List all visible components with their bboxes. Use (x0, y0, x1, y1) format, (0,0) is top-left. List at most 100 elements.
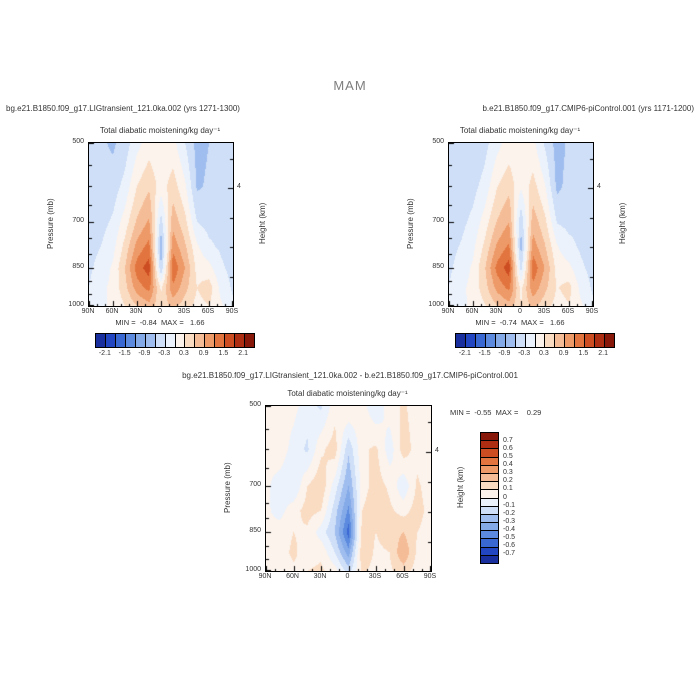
colorbar-tick: -1.5 (118, 350, 131, 357)
colorbar-segment (585, 334, 596, 347)
colorbar-tick: 0.6 (503, 444, 513, 452)
colorbar (95, 333, 255, 348)
colorbar-segment (485, 334, 496, 347)
colorbar-tick: 0.3 (503, 469, 513, 477)
pressure-tick: 850 (432, 262, 444, 270)
colorbar-segment (125, 334, 136, 347)
colorbar-segment (205, 334, 216, 347)
colorbar-segment (481, 457, 498, 466)
panel-title-picontrol: b.e21.B1850.f09_g17.CMIP6-piControl.001 … (482, 104, 694, 113)
colorbar-segment (515, 334, 526, 347)
colorbar-segment (545, 334, 556, 347)
colorbar-segment (535, 334, 546, 347)
colorbar-tick: -1.5 (478, 350, 491, 357)
colorbar-tick: 0.3 (179, 350, 189, 357)
latitude-tick: 60S (201, 308, 215, 315)
colorbar-segment (481, 490, 498, 499)
colorbar (480, 432, 499, 564)
latitude-tick: 0 (158, 308, 162, 315)
colorbar-segment (481, 547, 498, 556)
plot-subtitle: Total diabatic moistening/kg day⁻¹ (99, 126, 221, 135)
colorbar-tick: 0.2 (503, 477, 513, 485)
colorbar-segment (595, 334, 606, 347)
latitude-tick: 90S (585, 308, 599, 315)
min-max-stats: MIN = -0.74 MAX = 1.66 (475, 318, 565, 327)
pressure-tick: 850 (72, 262, 84, 270)
latitude-tick: 60S (396, 573, 409, 580)
colorbar-segment (481, 514, 498, 524)
colorbar-labels: -2.1 -1.5 -0.9 -0.3 0.3 0.9 1.5 2.1 (95, 350, 253, 360)
latitude-tick: 30S (177, 308, 191, 315)
colorbar-segment (495, 334, 506, 347)
colorbar-tick: 1.5 (578, 350, 589, 357)
colorbar-segment (135, 334, 146, 347)
pressure-tick: 500 (249, 401, 261, 408)
colorbar-segment (475, 334, 486, 347)
latitude-tick: 30N (129, 308, 143, 315)
colorbar-segment (481, 433, 498, 442)
colorbar-tick: -0.7 (503, 550, 516, 558)
colorbar-tick: 0.5 (503, 452, 513, 460)
colorbar-segment (481, 498, 498, 507)
panel-title-lig: bg.e21.B1850.f09_g17.LIGtransient_121.0k… (6, 104, 240, 113)
colorbar (455, 333, 615, 348)
height-tick-label: 4 (237, 183, 241, 191)
colorbar-tick: -0.3 (503, 517, 516, 525)
colorbar-segment (481, 523, 498, 532)
colorbar-tick: -0.9 (138, 350, 151, 357)
colorbar-segment (525, 334, 536, 347)
latitude-tick: 0 (518, 308, 522, 315)
latitude-tick-labels: 90N 60N 30N 0 30S 60S 90S (259, 573, 437, 583)
pressure-tick-labels: 500 700 850 1000 (48, 138, 84, 308)
colorbar-tick: 0.9 (198, 350, 209, 357)
colorbar-segment (465, 334, 476, 347)
latitude-tick: 90N (258, 573, 272, 580)
pressure-tick: 700 (72, 217, 84, 225)
colorbar-segment (481, 473, 498, 483)
latitude-tick: 60N (465, 308, 479, 315)
pressure-tick: 700 (432, 217, 444, 225)
colorbar-tick: 2.1 (238, 350, 248, 357)
colorbar-segment (555, 334, 566, 347)
pressure-tick: 850 (249, 527, 261, 535)
contour-plot (448, 142, 594, 307)
colorbar-segment (115, 334, 126, 347)
colorbar-tick: -0.1 (503, 501, 516, 509)
colorbar-tick: -2.1 (458, 350, 471, 357)
colorbar-segment (105, 334, 116, 347)
colorbar-segment (245, 334, 254, 347)
latitude-tick: 30S (537, 308, 551, 315)
heatmap-canvas (266, 406, 431, 571)
colorbar-labels: 0.7 0.6 0.5 0.4 0.3 0.2 0.1 0 -0.1 -0.2 -0.3 -0.4 -0… (503, 432, 529, 562)
colorbar-segment (155, 334, 166, 347)
latitude-tick: 90N (441, 308, 455, 315)
colorbar-tick: -0.3 (518, 350, 531, 357)
latitude-tick: 30N (313, 573, 327, 580)
colorbar-segment (456, 334, 466, 347)
pressure-tick: 500 (72, 138, 84, 145)
latitude-tick: 0 (345, 573, 350, 580)
colorbar-segment (481, 482, 498, 491)
colorbar-segment (565, 334, 576, 347)
colorbar-segment (481, 449, 498, 458)
colorbar-segment (165, 334, 176, 347)
min-max-stats: MIN = -0.55 MAX = 0.29 (450, 408, 542, 417)
colorbar-tick: 0.7 (503, 436, 513, 444)
colorbar-tick: -0.3 (158, 350, 171, 357)
latitude-tick: 60N (286, 573, 299, 580)
colorbar-tick: -0.4 (503, 526, 516, 533)
colorbar-segment (481, 506, 498, 515)
colorbar-tick: 0 (503, 493, 507, 501)
colorbar-segment (481, 465, 498, 474)
pressure-tick: 1000 (68, 301, 84, 308)
colorbar-tick: -0.9 (498, 350, 511, 357)
heatmap-canvas (89, 143, 233, 306)
height-tick-label: 4 (597, 183, 601, 191)
colorbar-segment (605, 334, 614, 347)
panel-title-difference: bg.e21.B1850.f09_g17.LIGtransient_121.0k… (182, 371, 518, 380)
colorbar-tick: 0.9 (558, 350, 569, 357)
plot-subtitle: Total diabatic moistening/kg day⁻¹ (459, 126, 581, 135)
colorbar-segment (575, 334, 586, 347)
colorbar-segment (481, 539, 498, 548)
latitude-tick: 60N (105, 308, 119, 315)
